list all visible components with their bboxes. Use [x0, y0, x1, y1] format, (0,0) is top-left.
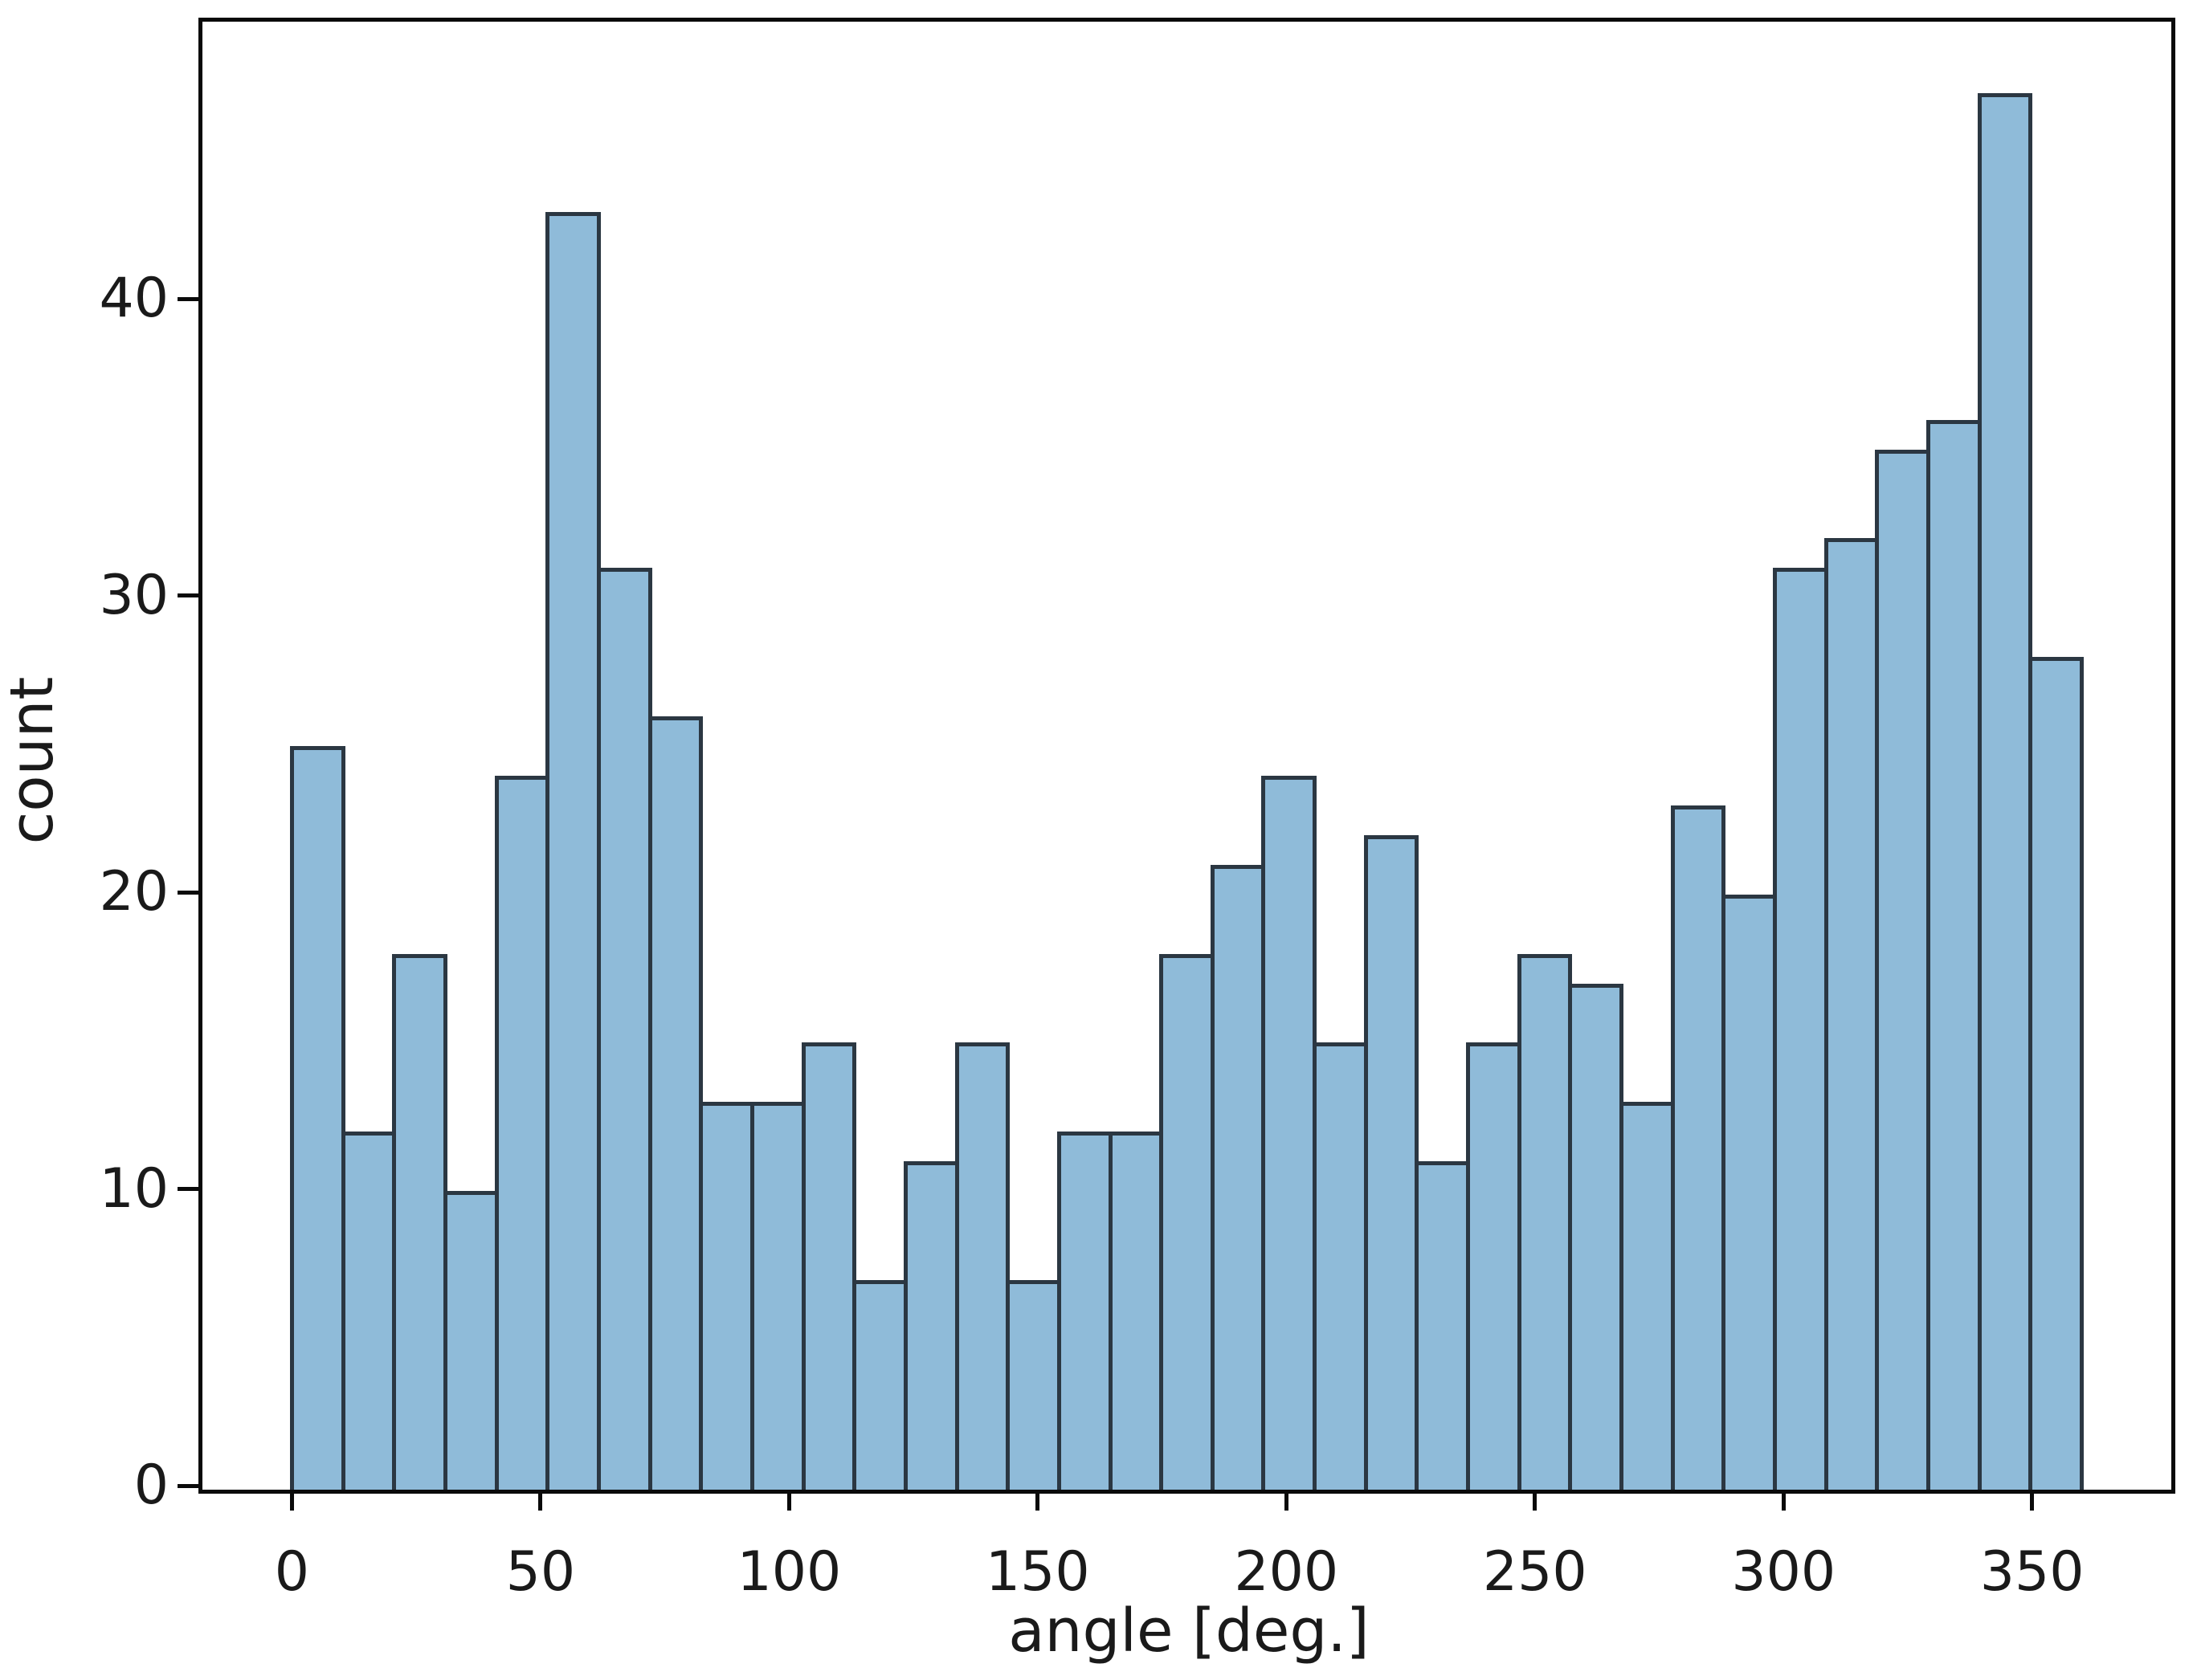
histogram-bar — [1006, 1279, 1061, 1490]
y-tick-label: 40 — [99, 267, 169, 331]
y-tick-label: 10 — [99, 1156, 169, 1221]
x-tick-label: 250 — [1482, 1540, 1587, 1604]
histogram-bar — [1517, 953, 1573, 1490]
histogram-bar — [443, 1191, 499, 1490]
histogram-bar — [1210, 864, 1266, 1490]
histogram-bar — [1926, 419, 1982, 1490]
x-tick-label: 100 — [737, 1540, 842, 1604]
x-tick-label: 200 — [1234, 1540, 1339, 1604]
histogram-bar — [1363, 834, 1419, 1490]
histogram-bar — [1977, 93, 2033, 1490]
histogram-bar — [699, 1102, 754, 1490]
histogram-bar — [1721, 894, 1778, 1490]
histogram-bar — [1823, 538, 1880, 1490]
x-tick-mark — [1035, 1490, 1040, 1511]
y-tick-label: 20 — [99, 860, 169, 924]
histogram-bar — [1875, 449, 1931, 1490]
x-tick-mark — [1284, 1490, 1288, 1511]
x-tick-label: 0 — [274, 1540, 310, 1604]
x-axis-label: angle [deg.] — [1008, 1596, 1370, 1666]
histogram-bar — [341, 1132, 397, 1490]
y-tick-mark — [178, 890, 198, 895]
histogram-bar — [852, 1279, 908, 1490]
histogram-bar — [647, 716, 704, 1490]
y-tick-mark — [178, 1187, 198, 1192]
histogram-bar — [2028, 657, 2085, 1490]
y-tick-label: 0 — [133, 1454, 169, 1517]
y-axis-label: count — [0, 676, 67, 845]
y-tick-mark — [178, 593, 198, 598]
histogram-bar — [545, 212, 601, 1490]
x-tick-mark — [538, 1490, 543, 1511]
histogram-bar — [1773, 568, 1828, 1490]
y-tick-label: 30 — [99, 563, 169, 627]
histogram-bar — [494, 775, 550, 1490]
y-tick-mark — [178, 1483, 198, 1488]
histogram-bar — [954, 1042, 1011, 1490]
x-tick-mark — [1781, 1490, 1786, 1511]
histogram-bar — [1313, 1042, 1368, 1490]
histogram-bar — [903, 1161, 959, 1490]
x-tick-mark — [1533, 1490, 1537, 1511]
histogram-bar — [1415, 1161, 1471, 1490]
histogram-bar — [1466, 1042, 1521, 1490]
x-tick-mark — [2030, 1490, 2035, 1511]
plot-area — [198, 18, 2175, 1494]
histogram-bar — [392, 953, 447, 1490]
histogram-bar — [596, 568, 652, 1490]
x-tick-label: 50 — [505, 1540, 576, 1604]
histogram-bar — [749, 1102, 806, 1490]
x-tick-label: 350 — [1979, 1540, 2085, 1604]
histogram-bar — [1159, 953, 1215, 1490]
x-tick-mark — [289, 1490, 294, 1511]
x-tick-label: 300 — [1731, 1540, 1836, 1604]
histogram-bar — [801, 1042, 857, 1490]
histogram-bar — [1108, 1132, 1164, 1490]
histogram-bar — [1619, 1102, 1675, 1490]
y-tick-mark — [178, 296, 198, 301]
histogram-bar — [1056, 1132, 1113, 1490]
histogram-bar — [289, 746, 345, 1490]
histogram-bar — [1261, 775, 1317, 1490]
histogram-bar — [1568, 983, 1624, 1490]
x-tick-mark — [786, 1490, 791, 1511]
histogram-bar — [1670, 805, 1726, 1490]
x-tick-label: 150 — [985, 1540, 1090, 1604]
